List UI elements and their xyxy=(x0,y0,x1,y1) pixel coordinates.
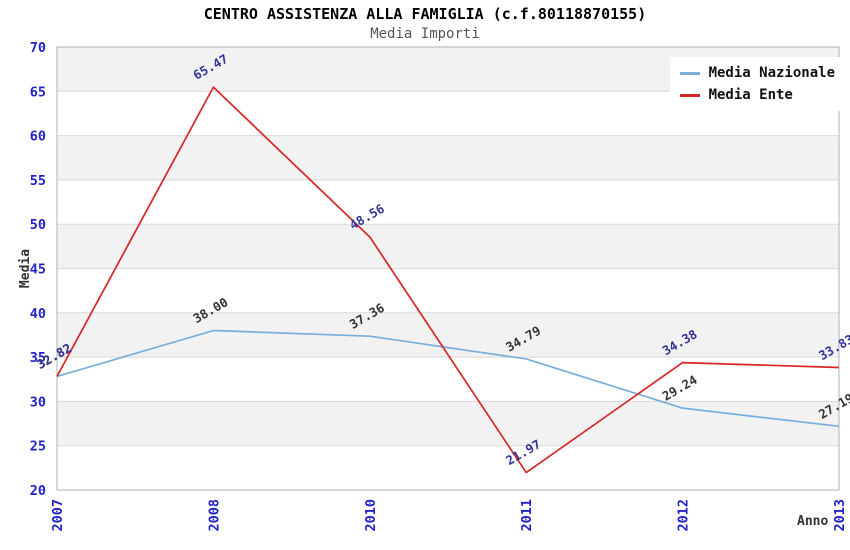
legend-label-media-nazionale: Media Nazionale xyxy=(708,65,835,81)
y-tick-label: 30 xyxy=(30,394,46,410)
x-tick-label: 2013 xyxy=(832,499,848,532)
grid-band xyxy=(57,445,839,490)
x-axis-label: Anno xyxy=(797,514,829,529)
grid-band xyxy=(57,135,839,180)
plot-border xyxy=(56,46,840,491)
y-tick-label: 35 xyxy=(30,350,46,366)
y-tick-label: 40 xyxy=(30,306,46,322)
y-tick-label: 25 xyxy=(30,439,46,455)
grid-band xyxy=(57,224,839,269)
chart-title: CENTRO ASSISTENZA ALLA FAMIGLIA (c.f.801… xyxy=(203,5,647,23)
legend: Media Nazionale Media Ente xyxy=(669,57,845,111)
grid-band xyxy=(57,401,839,446)
grid-band xyxy=(57,179,839,225)
legend-swatch-media-ente xyxy=(679,93,700,97)
y-axis-label: Media xyxy=(18,248,34,289)
series-line-media-nazionale xyxy=(56,329,840,428)
chart-subtitle: Media Importi xyxy=(370,26,480,42)
legend-swatch-media-nazionale xyxy=(679,71,700,75)
y-tick-label: 70 xyxy=(30,40,46,56)
grid-band xyxy=(57,268,839,313)
y-tick-label: 60 xyxy=(30,129,46,145)
grid-band xyxy=(57,357,839,402)
series-line-media-ente xyxy=(56,86,840,474)
x-tick-label: 2010 xyxy=(363,499,379,532)
x-tick-label: 2011 xyxy=(519,499,535,532)
y-tick-label: 45 xyxy=(30,262,46,278)
legend-item-media-nazionale: Media Nazionale xyxy=(679,65,835,81)
x-tick-label: 2007 xyxy=(50,499,66,532)
legend-item-media-ente: Media Ente xyxy=(679,87,835,103)
y-tick-label: 20 xyxy=(30,483,46,499)
x-tick-label: 2008 xyxy=(206,499,222,532)
y-tick-label: 50 xyxy=(30,217,46,233)
x-tick-label: 2012 xyxy=(676,499,692,532)
grid-band xyxy=(57,312,839,358)
y-tick-label: 55 xyxy=(30,173,46,189)
y-tick-label: 65 xyxy=(30,84,46,100)
legend-label-media-ente: Media Ente xyxy=(708,87,793,103)
